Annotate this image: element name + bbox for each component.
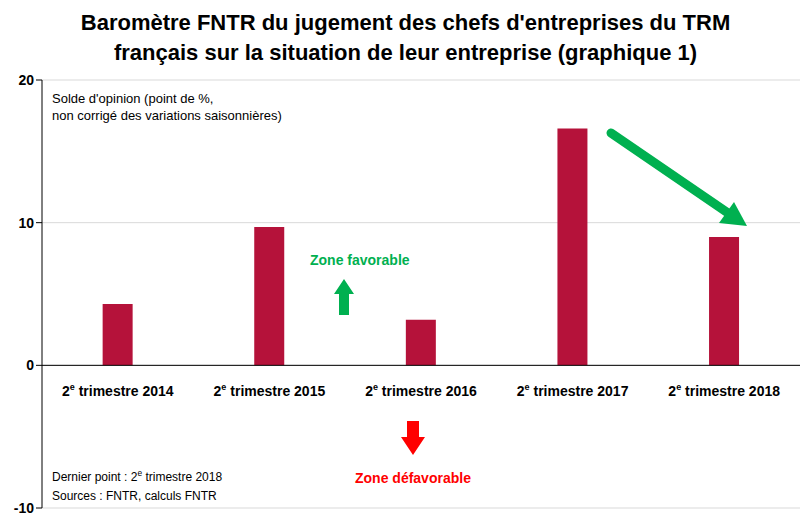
html-text:Solde d'opinion (point de %,: Solde d'opinion (point de %, bbox=[52, 91, 214, 106]
svg-text:2e trimestre 2016: 2e trimestre 2016 bbox=[365, 382, 477, 399]
svg-text:2e trimestre 2014: 2e trimestre 2014 bbox=[62, 382, 174, 399]
html-text:Zone favorable: Zone favorable bbox=[310, 252, 410, 268]
svg-text:-10: -10 bbox=[14, 500, 34, 516]
svg-text:0: 0 bbox=[26, 357, 34, 373]
html-text:Zone défavorable: Zone défavorable bbox=[355, 470, 471, 486]
html-text:Dernier point : 2etrimestre 20: Dernier point : 2etrimestre 2018 bbox=[52, 468, 223, 484]
svg-text:2e trimestre 2018: 2e trimestre 2018 bbox=[668, 382, 780, 399]
svg-text:10: 10 bbox=[18, 215, 34, 231]
svg-text:20: 20 bbox=[18, 72, 34, 88]
html-text:Baromètre FNTR du jugement des: Baromètre FNTR du jugement des chefs d'e… bbox=[80, 10, 731, 65]
html-text:non corrigé des variations sai: non corrigé des variations saisonnières) bbox=[52, 108, 282, 123]
svg-text:2e trimestre 2015: 2e trimestre 2015 bbox=[214, 382, 326, 399]
svg-text:2e trimestre 2017: 2e trimestre 2017 bbox=[517, 382, 629, 399]
html-text:Sources : FNTR, calculs FNTR: Sources : FNTR, calculs FNTR bbox=[52, 489, 217, 503]
